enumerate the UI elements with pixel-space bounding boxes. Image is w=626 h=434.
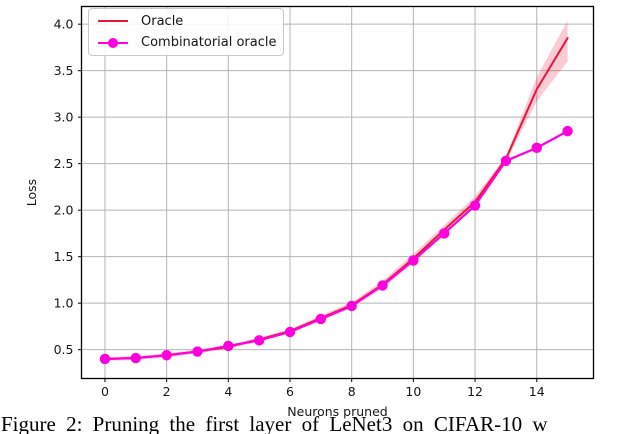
- legend-label-oracle: Oracle: [141, 13, 184, 29]
- axis-ticks: 0 2 4 6 8 10 12 14 0.5 1.0 1.5 2.0 2.5 3.0 3.5 4.0: [54, 16, 545, 399]
- combinatorial-oracle-line: [103, 130, 569, 361]
- y-tick-label: 2.5: [54, 156, 74, 171]
- data-point-marker: [161, 350, 172, 361]
- chart-legend: Oracle Combinatorial oracle: [88, 8, 284, 56]
- x-tick-label: 12: [467, 384, 483, 399]
- combinatorial-oracle-line-swatch: [98, 37, 128, 48]
- y-tick-label: 1.0: [54, 295, 74, 310]
- plot-border: [80, 5, 595, 380]
- y-tick-label: 4.0: [54, 16, 74, 31]
- x-tick-label: 8: [348, 384, 356, 399]
- data-point-marker: [223, 340, 234, 352]
- grid-lines: [81, 6, 594, 379]
- x-tick-label: 2: [163, 384, 171, 399]
- x-tick-label: 14: [529, 384, 545, 399]
- data-point-marker: [284, 326, 296, 338]
- y-axis-label: Loss: [24, 179, 39, 206]
- y-tick-label: 1.5: [54, 249, 74, 264]
- data-point-marker: [562, 125, 573, 137]
- legend-item-combinatorial-oracle: Combinatorial oracle: [89, 32, 283, 53]
- data-point-marker: [253, 335, 265, 346]
- data-point-marker: [99, 353, 111, 365]
- data-point-marker: [531, 142, 542, 154]
- data-point-marker: [439, 228, 450, 239]
- x-tick-label: 0: [101, 384, 109, 399]
- oracle-line-swatch: [98, 16, 128, 27]
- y-tick-label: 2.0: [54, 202, 74, 217]
- x-tick-label: 6: [286, 384, 294, 399]
- data-point-marker: [500, 155, 512, 167]
- legend-label-combinatorial-oracle: Combinatorial oracle: [141, 35, 277, 51]
- y-tick-label: 3.0: [54, 109, 74, 124]
- y-tick-label: 3.5: [54, 63, 74, 78]
- data-point-marker: [315, 313, 327, 325]
- data-point-marker: [469, 200, 481, 211]
- y-tick-label: 0.5: [54, 342, 74, 357]
- data-point-marker: [408, 255, 419, 266]
- x-tick-label: 10: [405, 384, 421, 399]
- figure-caption: Figure 2: Pruning the first layer of LeN…: [1, 412, 548, 434]
- data-point-marker: [192, 346, 203, 357]
- data-point-marker: [130, 352, 141, 364]
- x-axis-label: Neurons pruned: [287, 404, 387, 419]
- data-point-marker: [346, 300, 357, 312]
- x-tick-label: 4: [224, 384, 232, 399]
- combinatorial-oracle-markers: [99, 125, 573, 365]
- oracle-confidence-band: [104, 20, 568, 361]
- data-point-marker: [377, 280, 388, 291]
- oracle-line: [103, 37, 569, 360]
- legend-item-oracle: Oracle: [89, 11, 283, 32]
